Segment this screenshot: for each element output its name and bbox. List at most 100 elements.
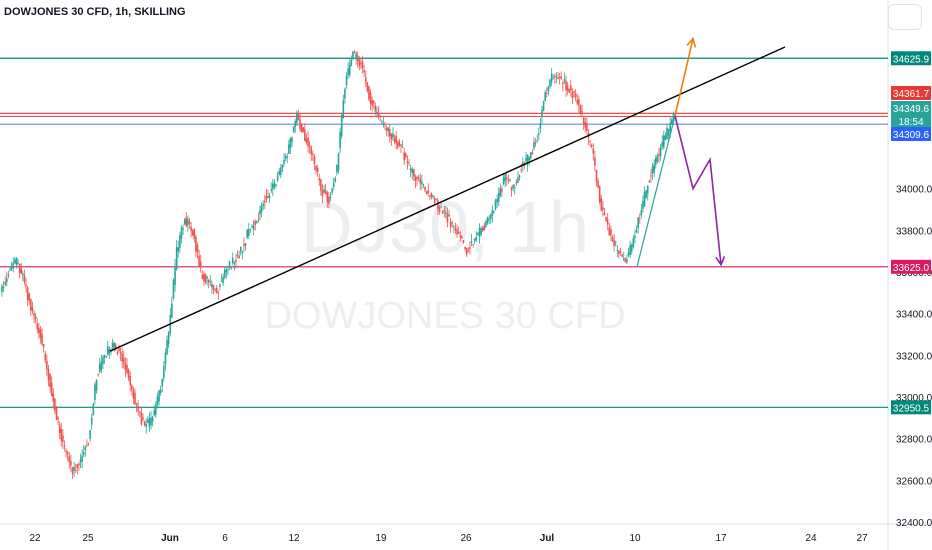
- candle-body: [33, 313, 35, 317]
- candle-body: [151, 417, 154, 422]
- candle-body: [139, 411, 141, 413]
- candle-body: [307, 137, 309, 147]
- candle-body: [509, 179, 511, 181]
- candle-body: [560, 76, 563, 79]
- candle-body: [167, 332, 170, 345]
- candle-body: [241, 252, 244, 254]
- candle-body: [312, 153, 314, 155]
- candle-body: [348, 65, 351, 76]
- bullish-projection-arrow: [674, 38, 694, 116]
- candle-body: [195, 236, 197, 252]
- candle-body: [483, 225, 486, 231]
- candle-body: [453, 226, 455, 228]
- candle-body: [645, 190, 647, 198]
- candle-body: [175, 247, 178, 270]
- candle-body: [118, 348, 120, 351]
- price-tag: [891, 51, 931, 66]
- menu-button[interactable]: [888, 4, 922, 30]
- candle-body: [489, 214, 492, 220]
- candle-body: [57, 417, 59, 420]
- candle-body: [289, 137, 292, 149]
- candle-body: [140, 412, 143, 425]
- candle-body: [542, 101, 545, 111]
- candle-body: [562, 82, 564, 85]
- price-tag: [891, 400, 931, 415]
- candle-body: [220, 280, 223, 282]
- candle-body: [259, 210, 261, 215]
- candle-body: [100, 361, 103, 370]
- candle-body: [669, 122, 671, 132]
- candle-body: [670, 119, 673, 125]
- candle-body: [42, 344, 45, 347]
- y-tick-label: 32800.0: [896, 435, 932, 446]
- y-tick-label: 33400.0: [896, 310, 932, 321]
- candle-body: [148, 417, 151, 427]
- candle-body: [414, 176, 417, 182]
- candle-body: [581, 111, 583, 114]
- candle-body: [254, 221, 256, 226]
- candle-body: [651, 166, 654, 174]
- candle-body: [296, 112, 298, 123]
- candle-body: [661, 142, 663, 147]
- candle-body: [536, 140, 538, 142]
- candle-body: [103, 355, 106, 358]
- candle-body: [174, 265, 176, 285]
- candle-body: [126, 364, 128, 373]
- candle-body: [203, 274, 205, 281]
- candle-body: [278, 171, 281, 176]
- candle-body: [255, 220, 258, 223]
- candle-body: [385, 128, 388, 131]
- candle-body: [119, 351, 122, 354]
- candle-body: [432, 195, 434, 197]
- candle-body: [299, 119, 301, 130]
- candle-body: [196, 244, 199, 253]
- candle-body: [292, 126, 295, 132]
- candle-body: [65, 450, 67, 453]
- candle-body: [177, 247, 180, 252]
- candle-body: [421, 181, 423, 184]
- candle-body: [526, 154, 529, 165]
- candle-body: [595, 170, 598, 182]
- candle-body: [515, 182, 518, 184]
- candle-body: [659, 147, 662, 157]
- candle-body: [469, 247, 471, 249]
- candle-body: [531, 152, 534, 155]
- candle-body: [316, 167, 319, 172]
- candle-body: [405, 153, 407, 158]
- candle-body: [513, 187, 516, 189]
- candle-body: [478, 228, 481, 238]
- candle-body: [461, 236, 463, 239]
- candle-body: [510, 187, 513, 191]
- candle-body: [1, 286, 3, 292]
- candle-body: [388, 129, 391, 137]
- price-tag: [891, 127, 931, 141]
- candle-body: [387, 127, 389, 131]
- candle-body: [105, 356, 107, 358]
- bullish-projection-arrow-head: [686, 37, 697, 48]
- candle-body: [222, 276, 224, 284]
- candle-body: [406, 161, 409, 163]
- bearish-projection-arrow: [674, 115, 722, 265]
- candle-body: [627, 252, 630, 256]
- candle-body: [470, 241, 473, 243]
- candle-body: [324, 190, 327, 194]
- candle-body: [38, 327, 40, 334]
- candle-body: [4, 282, 7, 285]
- candle-body: [47, 368, 50, 380]
- candle-body: [276, 175, 279, 181]
- candle-body: [286, 156, 289, 157]
- candle-body: [419, 178, 422, 184]
- candle-body: [435, 199, 438, 201]
- price-tag-label: 34625.9: [893, 54, 930, 65]
- candle-body: [473, 238, 476, 242]
- candle-body: [517, 177, 519, 183]
- candle-body: [244, 243, 247, 246]
- candle-body: [22, 273, 24, 276]
- candle-body: [207, 279, 210, 283]
- candle-body: [480, 227, 482, 235]
- price-tag-label: 33625.0: [893, 263, 930, 274]
- candle-body: [355, 53, 357, 58]
- candle-body: [403, 152, 405, 160]
